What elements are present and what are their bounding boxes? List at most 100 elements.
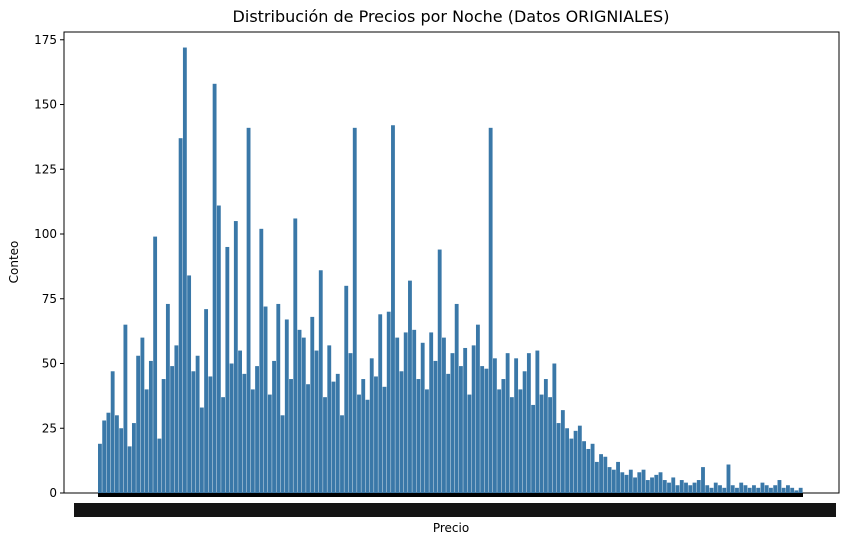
bar xyxy=(369,358,374,493)
bar xyxy=(289,379,293,493)
x-axis-tick-marks xyxy=(74,493,836,517)
bar xyxy=(777,480,782,493)
bar xyxy=(140,337,145,493)
bar xyxy=(569,438,574,493)
bar xyxy=(718,485,722,493)
bar xyxy=(505,353,510,493)
bar xyxy=(764,485,769,493)
bar xyxy=(365,399,370,493)
bar xyxy=(637,472,642,493)
bar xyxy=(272,360,276,493)
bar xyxy=(340,415,344,493)
bar xyxy=(144,389,149,493)
bar xyxy=(484,368,489,493)
bar xyxy=(165,303,170,493)
y-tick-label: 175 xyxy=(34,33,57,47)
bar xyxy=(582,441,587,493)
bar xyxy=(429,332,434,493)
bar xyxy=(229,363,234,493)
bar xyxy=(297,329,302,493)
y-tick-label: 50 xyxy=(42,357,57,371)
bar xyxy=(603,456,608,493)
bar xyxy=(131,423,136,493)
bar xyxy=(747,487,752,493)
bar xyxy=(246,127,251,493)
bar xyxy=(386,311,391,493)
bar xyxy=(654,474,659,493)
bar xyxy=(565,428,570,493)
bar xyxy=(458,366,463,493)
bar xyxy=(662,480,667,493)
bar xyxy=(786,485,790,493)
bar xyxy=(539,394,544,493)
bar xyxy=(645,480,650,493)
y-tick-label: 125 xyxy=(34,162,57,176)
bar xyxy=(463,347,468,493)
bar xyxy=(399,371,404,493)
bar xyxy=(492,358,497,493)
bar xyxy=(395,337,400,493)
bar xyxy=(136,355,141,493)
bar xyxy=(391,125,395,494)
bar xyxy=(250,389,255,493)
bar xyxy=(675,485,680,493)
bar xyxy=(594,461,599,493)
bar xyxy=(705,485,710,493)
bar xyxy=(212,83,217,494)
bar xyxy=(153,236,158,493)
x-tick-band xyxy=(98,493,803,497)
bar xyxy=(412,329,417,493)
bar xyxy=(577,425,582,493)
bar xyxy=(688,485,693,493)
bar xyxy=(242,373,247,493)
bar xyxy=(182,47,187,493)
bar xyxy=(543,379,548,493)
bar xyxy=(106,412,111,493)
bar xyxy=(522,371,527,493)
bar xyxy=(671,477,676,493)
bar xyxy=(552,363,557,493)
bar xyxy=(276,303,281,493)
bar xyxy=(216,205,221,493)
bar xyxy=(204,309,209,493)
y-tick-label: 75 xyxy=(42,292,57,306)
bar xyxy=(769,487,773,493)
bar xyxy=(293,218,298,493)
bar xyxy=(225,246,230,493)
bar xyxy=(382,386,387,493)
bar xyxy=(425,389,429,493)
bar xyxy=(650,477,654,493)
bar xyxy=(756,487,761,493)
bar xyxy=(752,485,756,493)
bar xyxy=(378,314,383,493)
bar xyxy=(191,371,196,493)
bar xyxy=(726,464,731,493)
bar xyxy=(344,285,349,493)
bar xyxy=(628,469,633,493)
bar xyxy=(790,487,795,493)
bar xyxy=(743,485,748,493)
bar xyxy=(616,461,620,493)
bar xyxy=(633,477,637,493)
bar xyxy=(148,360,153,493)
bar xyxy=(722,487,727,493)
y-tick-label: 0 xyxy=(49,486,57,500)
bar xyxy=(450,353,455,493)
bar xyxy=(556,423,561,493)
bar xyxy=(416,379,421,493)
bar xyxy=(713,482,718,493)
bar xyxy=(599,454,603,493)
bar xyxy=(590,443,595,493)
bar xyxy=(98,443,102,493)
bar xyxy=(195,355,200,493)
bar xyxy=(560,410,565,493)
bar xyxy=(641,469,646,493)
bar xyxy=(327,345,332,493)
bar xyxy=(238,350,242,493)
bar xyxy=(361,379,366,493)
bar xyxy=(348,353,353,493)
bar xyxy=(531,404,536,493)
bar xyxy=(352,127,357,493)
bar xyxy=(314,350,319,493)
